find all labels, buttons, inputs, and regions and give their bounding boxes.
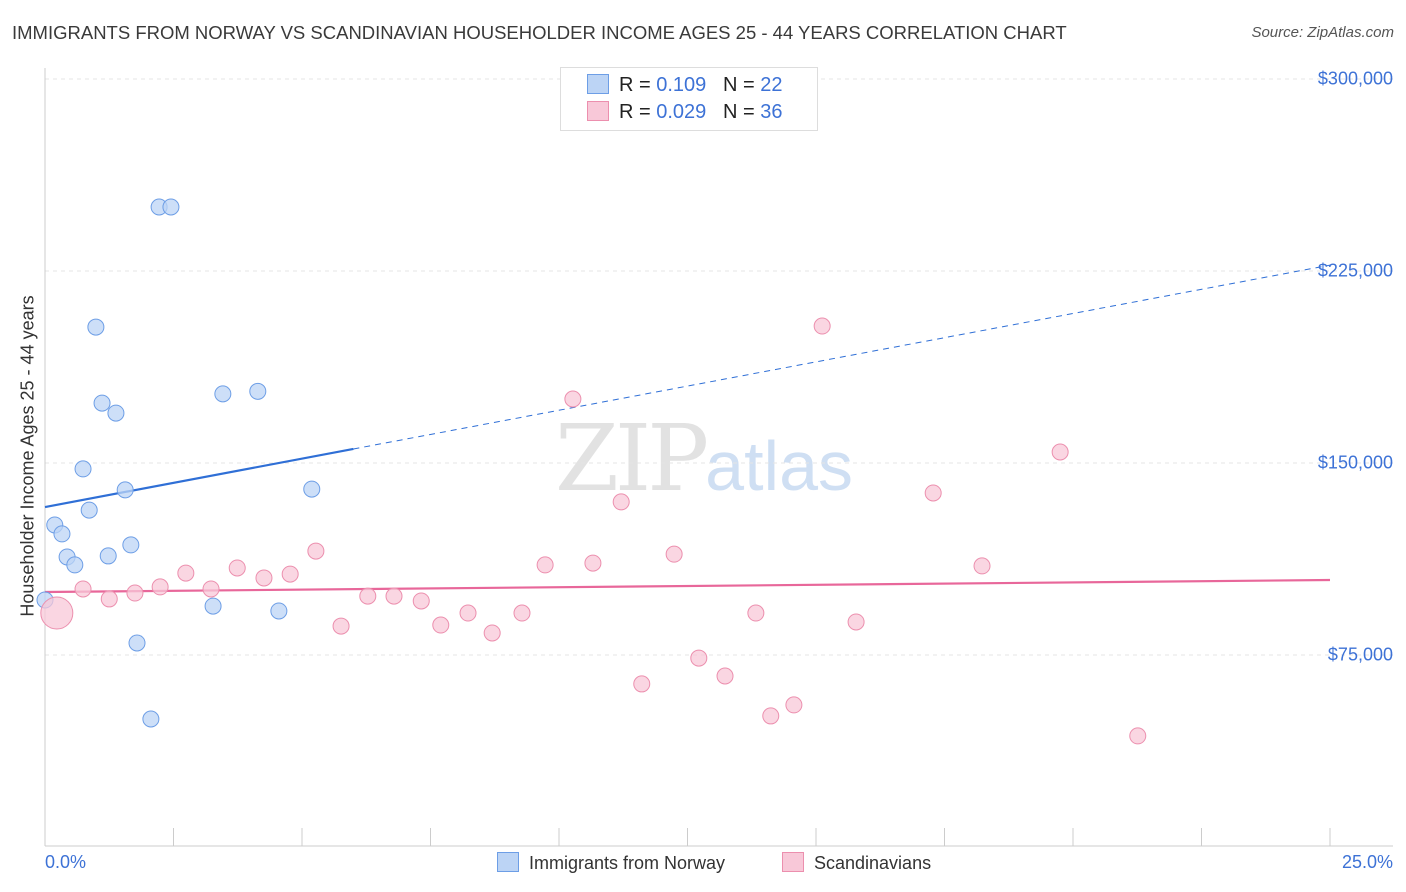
trend-line-solid (44, 447, 354, 509)
point-scandinavians (432, 616, 450, 634)
y-tick-label: $150,000 (1317, 452, 1393, 473)
y-tick-label: $300,000 (1317, 68, 1393, 89)
point-scandinavians (924, 484, 942, 502)
point-scandinavians (536, 556, 554, 574)
point-norway (107, 404, 125, 422)
y-tick-label: $225,000 (1317, 260, 1393, 281)
point-scandinavians (228, 559, 246, 577)
legend-swatch-blue (497, 852, 519, 872)
point-scandinavians (202, 580, 220, 598)
point-scandinavians (40, 596, 74, 630)
source-label: Source: ZipAtlas.com (1251, 24, 1394, 41)
legend-swatch-pink (587, 101, 609, 121)
r-value: 0.029 (656, 101, 707, 123)
watermark-atlas: atlas (705, 427, 854, 505)
n-value: 36 (760, 101, 783, 123)
point-scandinavians (307, 542, 325, 560)
legend-swatch-pink (782, 852, 804, 872)
y-axis-label: Householder Income Ages 25 - 44 years (17, 295, 38, 617)
point-scandinavians (483, 624, 501, 642)
n-label: N = (722, 74, 761, 96)
point-norway (303, 480, 321, 498)
point-norway (93, 394, 111, 412)
point-scandinavians (747, 604, 765, 622)
watermark-zip: ZIP (555, 405, 709, 512)
point-scandinavians (665, 545, 683, 563)
legend-label: Immigrants from Norway (529, 853, 726, 873)
point-scandinavians (1051, 443, 1069, 461)
point-scandinavians (584, 554, 602, 572)
x-tick-label-min: 0.0% (45, 852, 87, 872)
r-label: R = (619, 101, 657, 123)
point-norway (204, 597, 222, 615)
point-scandinavians (255, 569, 273, 587)
chart-title: IMMIGRANTS FROM NORWAY VS SCANDINAVIAN H… (12, 22, 1067, 43)
r-value: 0.109 (656, 74, 707, 96)
point-scandinavians (359, 587, 377, 605)
point-norway (214, 385, 232, 403)
point-scandinavians (633, 675, 651, 693)
point-scandinavians (612, 493, 630, 511)
legend-swatch-blue (587, 74, 609, 94)
point-norway (128, 634, 146, 652)
point-norway (162, 198, 180, 216)
point-norway (87, 318, 105, 336)
point-norway (99, 547, 117, 565)
point-scandinavians (385, 587, 403, 605)
point-scandinavians (281, 565, 299, 583)
x-tick-label-max: 25.0% (1341, 852, 1393, 872)
point-scandinavians (564, 390, 582, 408)
point-scandinavians (459, 604, 477, 622)
point-norway (66, 556, 84, 574)
legend-label: Scandinavians (814, 853, 932, 873)
point-scandinavians (1129, 727, 1147, 745)
trend-line-dashed (353, 264, 1331, 450)
legend-row-norway: R = 0.109 N = 22 (587, 74, 782, 97)
point-norway (142, 710, 160, 728)
legend-item-norway: Immigrants from Norway (497, 852, 725, 874)
point-norway (116, 481, 134, 499)
point-scandinavians (513, 604, 531, 622)
point-scandinavians (100, 590, 118, 608)
point-norway (53, 525, 71, 543)
y-tick-label: $75,000 (1327, 644, 1393, 665)
point-norway (270, 602, 288, 620)
point-norway (122, 536, 140, 554)
point-scandinavians (973, 557, 991, 575)
legend-item-scandinavians: Scandinavians (782, 852, 931, 874)
point-norway (74, 460, 92, 478)
point-norway (249, 382, 267, 400)
point-scandinavians (690, 649, 708, 667)
r-label: R = (619, 74, 657, 96)
point-scandinavians (74, 580, 92, 598)
point-norway (80, 501, 98, 519)
point-scandinavians (716, 667, 734, 685)
point-scandinavians (151, 578, 169, 596)
point-scandinavians (412, 592, 430, 610)
trend-line-solid (44, 578, 1331, 594)
n-value: 22 (760, 74, 783, 96)
point-scandinavians (847, 613, 865, 631)
point-scandinavians (177, 564, 195, 582)
legend-row-scandinavians: R = 0.029 N = 36 (587, 101, 782, 124)
n-label: N = (722, 101, 761, 123)
point-scandinavians (126, 584, 144, 602)
stats-legend: R = 0.109 N = 22 R = 0.029 N = 36 (560, 67, 818, 131)
point-scandinavians (332, 617, 350, 635)
point-scandinavians (762, 707, 780, 725)
point-scandinavians (785, 696, 803, 714)
point-scandinavians (813, 317, 831, 335)
watermark: ZIPatlas (555, 405, 853, 512)
